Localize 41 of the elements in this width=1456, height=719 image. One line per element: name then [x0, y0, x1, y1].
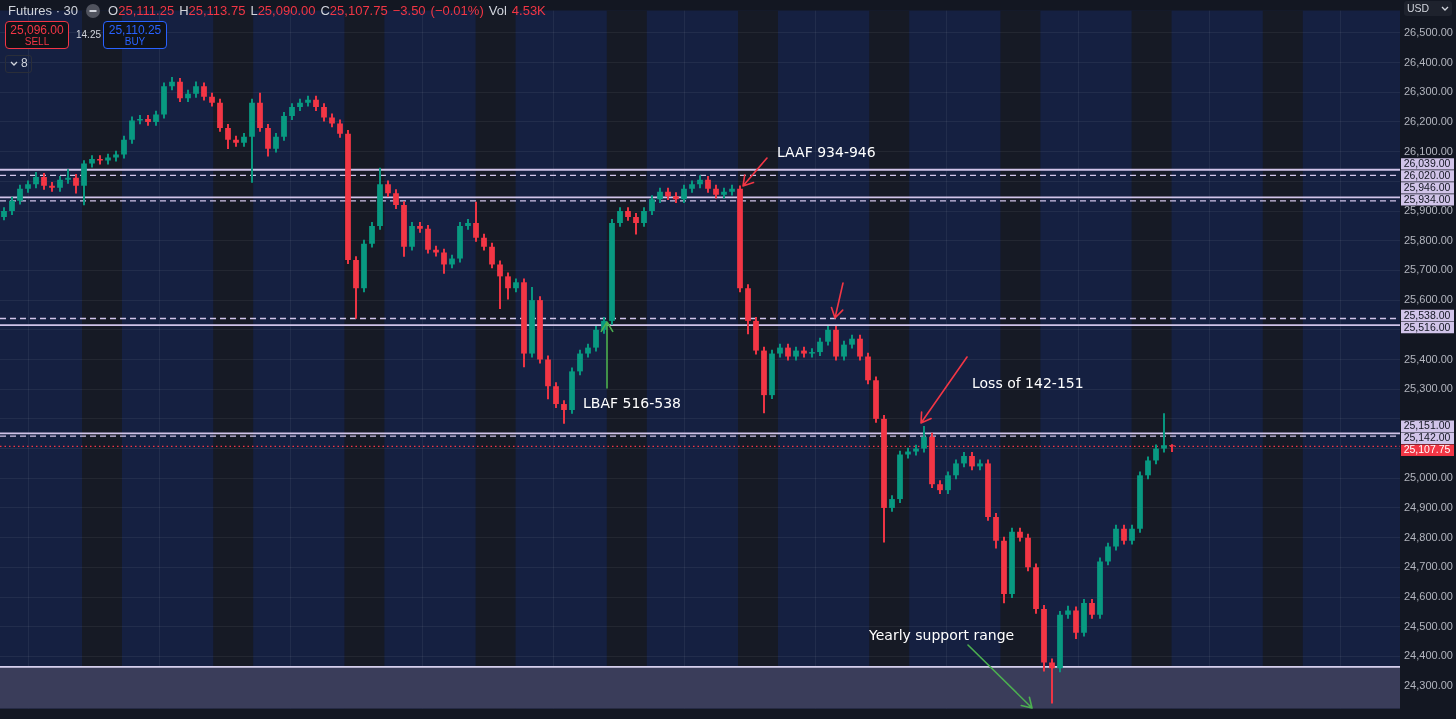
y-tick-label: 26,300.00	[1404, 85, 1453, 98]
y-tick-label: 25,700.00	[1404, 263, 1453, 276]
ref-line-label: 26,039.00	[1403, 157, 1451, 170]
annotation: 25,096.00	[9, 23, 65, 37]
y-tick-label: 24,800.00	[1404, 530, 1453, 543]
y-tick-label: 25,900.00	[1404, 204, 1453, 217]
ref-line-label: 25,516.00	[1403, 320, 1451, 333]
annotation: LBAF 516-538	[583, 394, 681, 412]
text: USD	[1407, 2, 1430, 15]
annotation: Yearly support range	[869, 626, 1015, 644]
ref-line-label: 25,142.00	[1403, 431, 1451, 444]
y-tick-label: 25,300.00	[1404, 382, 1453, 395]
y-tick-label: 26,500.00	[1404, 25, 1453, 38]
y-tick-label: 25,600.00	[1404, 293, 1453, 306]
y-tick-label: 25,400.00	[1404, 352, 1453, 365]
annotation: SELL	[23, 36, 51, 47]
y-tick-label: 26,100.00	[1404, 144, 1453, 157]
ref-line-label: 26,020.00	[1403, 169, 1451, 182]
y-tick-label: 24,600.00	[1404, 590, 1453, 603]
annotation: Loss of 142-151	[972, 374, 1084, 392]
ref-line-label: 25,151.00	[1403, 419, 1451, 432]
y-tick-label: 24,900.00	[1404, 501, 1453, 513]
text: O25,111.25 H25,113.75 L25,090.00 C25,107.75 −3.50 (−0.01%) Vol 4.53K	[108, 3, 546, 18]
y-tick-label: 26,200.00	[1404, 114, 1453, 127]
y-tick-label: 25,800.00	[1404, 233, 1453, 246]
annotation: 14.25	[76, 29, 102, 40]
y-tick-label: 26,400.00	[1404, 55, 1453, 68]
y-tick-label: 25,000.00	[1404, 471, 1453, 484]
y-tick-label: 24,700.00	[1404, 560, 1453, 573]
ref-line-label: 25,538.00	[1403, 308, 1451, 321]
annotation: 8	[21, 56, 28, 71]
ref-line-label: 25,946.00	[1403, 181, 1451, 194]
y-tick-label: 24,500.00	[1404, 619, 1453, 632]
ref-line-label: 25,107.75	[1403, 443, 1451, 456]
chart-title: Futures · 30	[8, 3, 79, 18]
annotation: LAAF 934-946	[777, 143, 876, 161]
annotation: BUY	[123, 36, 147, 47]
ref-line-label: 25,934.00	[1403, 193, 1451, 206]
y-tick-label: 24,300.00	[1404, 679, 1453, 692]
y-tick-label: 24,400.00	[1404, 649, 1453, 662]
annotation: 25,110.25	[107, 23, 163, 37]
